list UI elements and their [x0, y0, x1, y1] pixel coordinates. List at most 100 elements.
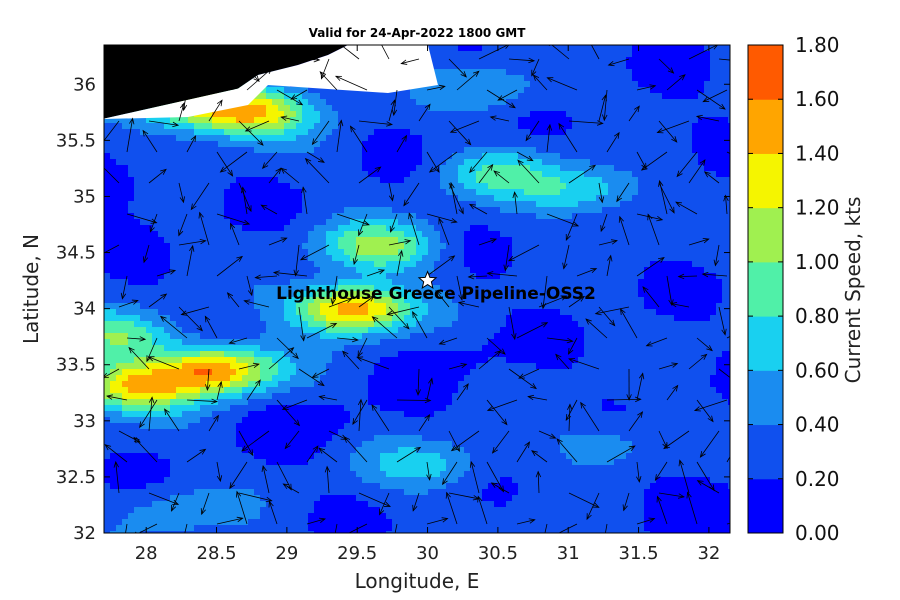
current-vector: [699, 430, 720, 458]
current-vector: [142, 244, 150, 264]
current-vector: [388, 239, 412, 246]
current-vector: [358, 492, 392, 507]
current-vector: [400, 58, 420, 65]
current-vector: [531, 450, 548, 463]
current-vector: [241, 430, 270, 452]
current-vector: [178, 213, 188, 237]
current-vector: [456, 275, 464, 301]
current-vector: [688, 45, 719, 60]
current-vector: [216, 380, 223, 401]
current-vector: [606, 131, 620, 153]
current-vector: [606, 254, 613, 277]
plot-frame: [103, 44, 731, 534]
current-vector: [546, 123, 553, 153]
current-vector: [567, 337, 578, 355]
colorbar-band: [748, 261, 783, 317]
current-vector: [535, 470, 542, 494]
current-vector: [358, 166, 382, 184]
current-vector: [246, 67, 273, 91]
current-vector: [467, 274, 488, 280]
current-vector: [396, 134, 408, 153]
colorbar-tick: 0.80: [748, 304, 840, 328]
y-tick-label: 32.5: [56, 467, 96, 488]
current-vector: [226, 292, 240, 308]
current-vector: [272, 270, 308, 277]
current-vector: [713, 244, 720, 267]
current-vector: [598, 182, 605, 204]
current-vector: [438, 337, 458, 345]
colorbar-band: [748, 45, 783, 100]
x-tick: 30.5: [478, 45, 518, 564]
current-vector: [104, 444, 128, 463]
colorbar-tick-label: 1.60: [795, 87, 840, 111]
x-tick-label: 29: [275, 543, 298, 564]
y-tick: 36: [73, 74, 730, 95]
current-vector: [148, 293, 168, 308]
current-vector: [186, 244, 195, 277]
current-vector: [357, 337, 368, 358]
current-vector: [403, 182, 420, 207]
current-vector: [493, 170, 510, 184]
current-vector: [441, 461, 458, 486]
current-vector: [656, 120, 690, 134]
current-vector: [426, 377, 434, 401]
colorbar-tick: 0.40: [748, 413, 840, 437]
colorbar-tick: 1.00: [748, 250, 840, 274]
current-vector: [688, 238, 710, 246]
current-vector: [358, 295, 375, 308]
current-vector: [200, 492, 210, 516]
current-vector: [486, 271, 518, 277]
current-vector: [558, 122, 578, 153]
current-vector: [134, 523, 158, 533]
current-vector: [178, 238, 207, 246]
land-mask: [104, 45, 438, 119]
current-vector: [394, 523, 398, 533]
current-vector: [605, 523, 608, 533]
current-vector: [386, 306, 420, 316]
current-vector: [538, 430, 557, 439]
current-vector: [696, 89, 726, 110]
current-vectors: [104, 45, 730, 533]
current-vector: [126, 117, 135, 153]
current-vector: [356, 356, 390, 370]
current-vector: [319, 71, 338, 91]
current-vector: [602, 89, 608, 122]
colorbar-tick-label: 0.20: [795, 467, 840, 491]
current-vector: [693, 399, 728, 412]
current-vector: [723, 194, 729, 215]
current-vector: [548, 45, 570, 60]
current-vector: [180, 306, 210, 316]
current-vector: [666, 384, 679, 401]
y-tick: 35.5: [56, 130, 730, 151]
current-vector: [628, 411, 644, 432]
speed-contour-fill: [104, 45, 730, 533]
current-vector: [457, 301, 480, 308]
current-vector: [640, 151, 668, 171]
current-vector: [129, 45, 150, 60]
current-vector: [565, 213, 578, 241]
current-vector: [190, 182, 210, 211]
current-vector: [516, 151, 534, 162]
current-vector: [268, 237, 288, 246]
current-vector: [159, 315, 188, 339]
current-vector: [486, 461, 505, 493]
y-tick: 32: [73, 523, 730, 544]
current-vector: [230, 222, 240, 246]
current-vector: [448, 58, 467, 78]
current-vector: [507, 244, 540, 262]
current-vector: [408, 212, 420, 246]
colorbar-tick: 0.20: [748, 467, 840, 491]
current-vector: [336, 119, 344, 153]
current-vector: [456, 70, 480, 91]
current-vector: [104, 368, 120, 379]
current-vector: [702, 89, 728, 103]
current-vector: [477, 495, 488, 525]
current-vector: [126, 336, 147, 342]
current-vector: [293, 244, 300, 277]
site-star-icon[interactable]: [417, 270, 438, 289]
current-vector: [718, 306, 727, 336]
current-vector: [688, 353, 708, 370]
x-tick: 29.5: [337, 45, 377, 564]
current-vector: [306, 445, 319, 463]
y-tick: 33: [73, 411, 730, 432]
